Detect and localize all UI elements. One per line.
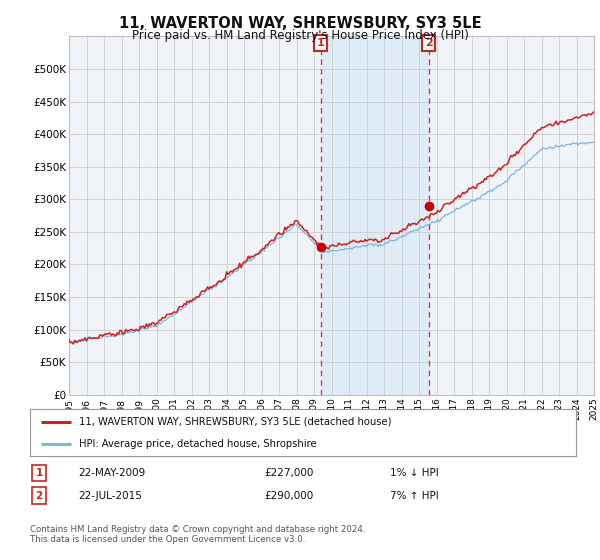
Text: 22-JUL-2015: 22-JUL-2015 xyxy=(78,491,142,501)
Text: 2: 2 xyxy=(425,38,433,48)
Text: Contains HM Land Registry data © Crown copyright and database right 2024.
This d: Contains HM Land Registry data © Crown c… xyxy=(30,525,365,544)
Text: 1: 1 xyxy=(317,38,325,48)
Text: £227,000: £227,000 xyxy=(264,468,313,478)
Text: £290,000: £290,000 xyxy=(264,491,313,501)
Text: 7% ↑ HPI: 7% ↑ HPI xyxy=(390,491,439,501)
Text: 11, WAVERTON WAY, SHREWSBURY, SY3 5LE (detached house): 11, WAVERTON WAY, SHREWSBURY, SY3 5LE (d… xyxy=(79,417,392,427)
Text: 2: 2 xyxy=(35,491,43,501)
Bar xyxy=(320,36,428,395)
Text: HPI: Average price, detached house, Shropshire: HPI: Average price, detached house, Shro… xyxy=(79,438,317,449)
Text: 22-MAY-2009: 22-MAY-2009 xyxy=(78,468,145,478)
Text: 1% ↓ HPI: 1% ↓ HPI xyxy=(390,468,439,478)
Text: Price paid vs. HM Land Registry's House Price Index (HPI): Price paid vs. HM Land Registry's House … xyxy=(131,29,469,42)
Text: 1: 1 xyxy=(35,468,43,478)
Text: 11, WAVERTON WAY, SHREWSBURY, SY3 5LE: 11, WAVERTON WAY, SHREWSBURY, SY3 5LE xyxy=(119,16,481,31)
